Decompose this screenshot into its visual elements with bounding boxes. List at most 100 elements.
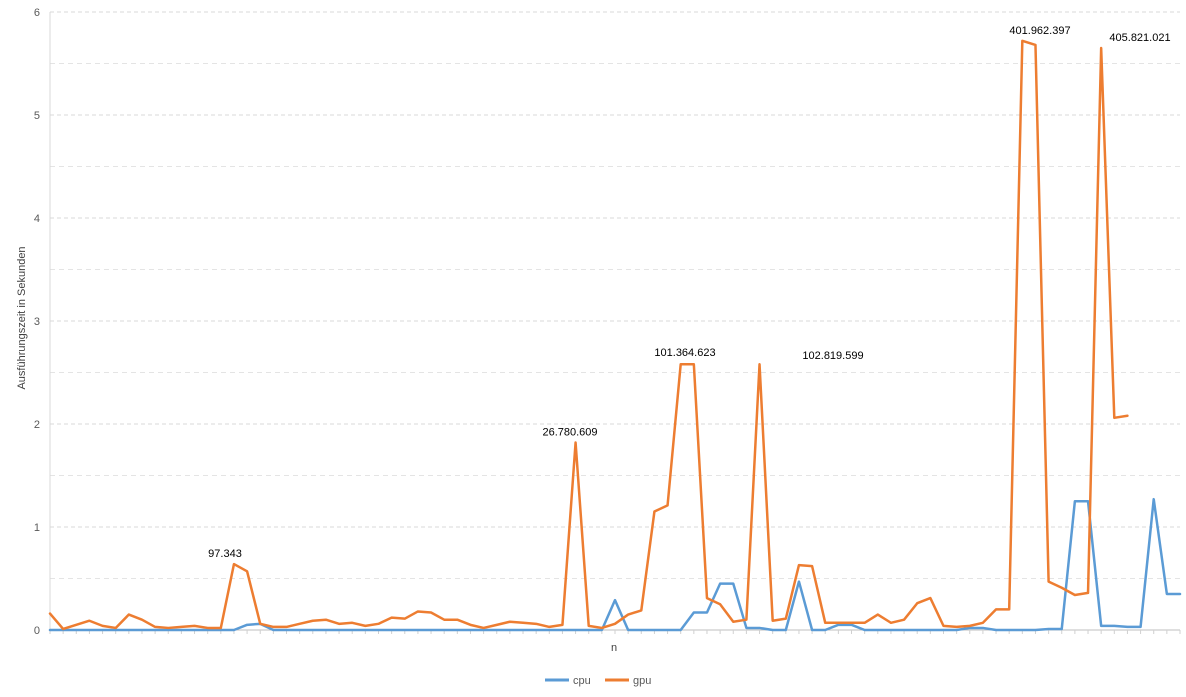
data-point-cpu xyxy=(325,629,327,631)
data-point-gpu xyxy=(719,603,721,605)
data-point-cpu xyxy=(548,629,550,631)
data-point-cpu xyxy=(824,629,826,631)
data-point-gpu xyxy=(1061,587,1063,589)
x-axis-title: n xyxy=(611,642,617,654)
data-point-cpu xyxy=(588,629,590,631)
data-point-gpu xyxy=(233,563,235,565)
data-point-cpu xyxy=(653,629,655,631)
data-point-cpu xyxy=(456,629,458,631)
data-point-cpu xyxy=(154,629,156,631)
data-point-gpu xyxy=(482,627,484,629)
data-point-gpu xyxy=(1087,592,1089,594)
data-point-gpu xyxy=(417,610,419,612)
data-point-gpu xyxy=(298,623,300,625)
data-point-gpu xyxy=(824,622,826,624)
data-label: 97.343 xyxy=(208,548,242,560)
legend-label-gpu: gpu xyxy=(633,675,651,687)
data-label: 101.364.623 xyxy=(654,347,715,359)
legend-item-cpu: cpu xyxy=(545,675,591,687)
data-point-gpu xyxy=(588,625,590,627)
data-point-cpu xyxy=(1100,625,1102,627)
data-point-gpu xyxy=(114,627,116,629)
data-labels: 97.343 26.780.609 101.364.623 102.819.599 40… xyxy=(208,25,1170,560)
data-point-cpu xyxy=(995,629,997,631)
data-point-cpu xyxy=(1179,593,1181,595)
data-point-cpu xyxy=(1074,500,1076,502)
y-tick-label: 0 xyxy=(34,625,40,637)
data-point-cpu xyxy=(1061,628,1063,630)
data-point-cpu xyxy=(351,629,353,631)
data-point-cpu xyxy=(942,629,944,631)
data-point-cpu xyxy=(1113,625,1115,627)
data-point-gpu xyxy=(325,619,327,621)
data-point-cpu xyxy=(679,629,681,631)
data-point-cpu xyxy=(312,629,314,631)
data-point-gpu xyxy=(982,622,984,624)
data-point-cpu xyxy=(614,599,616,601)
data-point-gpu xyxy=(785,617,787,619)
data-point-gpu xyxy=(706,597,708,599)
data-point-cpu xyxy=(1126,626,1128,628)
data-point-cpu xyxy=(496,629,498,631)
data-point-gpu xyxy=(1021,40,1023,42)
data-point-cpu xyxy=(390,629,392,631)
legend: cpu gpu xyxy=(545,675,651,687)
data-point-cpu xyxy=(877,629,879,631)
data-point-gpu xyxy=(903,619,905,621)
data-point-cpu xyxy=(903,629,905,631)
data-point-gpu xyxy=(390,616,392,618)
data-point-cpu xyxy=(666,629,668,631)
data-point-gpu xyxy=(377,623,379,625)
data-point-gpu xyxy=(180,626,182,628)
data-point-cpu xyxy=(785,629,787,631)
data-point-gpu xyxy=(929,597,931,599)
data-point-gpu xyxy=(535,623,537,625)
data-point-gpu xyxy=(62,628,64,630)
data-point-cpu xyxy=(469,629,471,631)
data-point-gpu xyxy=(351,622,353,624)
data-point-cpu xyxy=(732,582,734,584)
data-point-cpu xyxy=(233,629,235,631)
data-point-gpu xyxy=(246,570,248,572)
data-point-gpu xyxy=(206,627,208,629)
data-point-gpu xyxy=(88,620,90,622)
data-point-gpu xyxy=(745,619,747,621)
axes: 0 1 2 3 4 5 6 xyxy=(34,7,1181,637)
data-point-cpu xyxy=(863,629,865,631)
data-point-cpu xyxy=(758,627,760,629)
data-point-gpu xyxy=(1113,417,1115,419)
data-point-gpu xyxy=(285,626,287,628)
data-point-gpu xyxy=(49,612,51,614)
data-point-gpu xyxy=(193,625,195,627)
data-point-gpu xyxy=(574,441,576,443)
data-point-gpu xyxy=(272,626,274,628)
data-point-gpu xyxy=(443,619,445,621)
data-point-gpu xyxy=(614,623,616,625)
data-point-gpu xyxy=(863,622,865,624)
data-point-cpu xyxy=(640,629,642,631)
data-point-cpu xyxy=(128,629,130,631)
data-point-gpu xyxy=(653,510,655,512)
data-point-gpu xyxy=(456,619,458,621)
data-point-gpu xyxy=(1047,580,1049,582)
data-point-gpu xyxy=(312,620,314,622)
data-point-gpu xyxy=(890,622,892,624)
data-point-gpu xyxy=(995,608,997,610)
series-lines xyxy=(48,39,1182,632)
data-point-cpu xyxy=(49,629,51,631)
data-point-gpu xyxy=(916,602,918,604)
data-point-gpu xyxy=(877,613,879,615)
data-point-cpu xyxy=(338,629,340,631)
data-point-cpu xyxy=(955,629,957,631)
data-point-cpu xyxy=(509,629,511,631)
data-point-gpu xyxy=(798,564,800,566)
y-tick-label: 3 xyxy=(34,316,40,328)
y-tick-label: 6 xyxy=(34,7,40,19)
data-point-cpu xyxy=(522,629,524,631)
data-point-gpu xyxy=(955,626,957,628)
data-point-gpu xyxy=(141,619,143,621)
data-point-gpu xyxy=(167,627,169,629)
data-point-gpu xyxy=(679,363,681,365)
data-point-gpu xyxy=(758,363,760,365)
